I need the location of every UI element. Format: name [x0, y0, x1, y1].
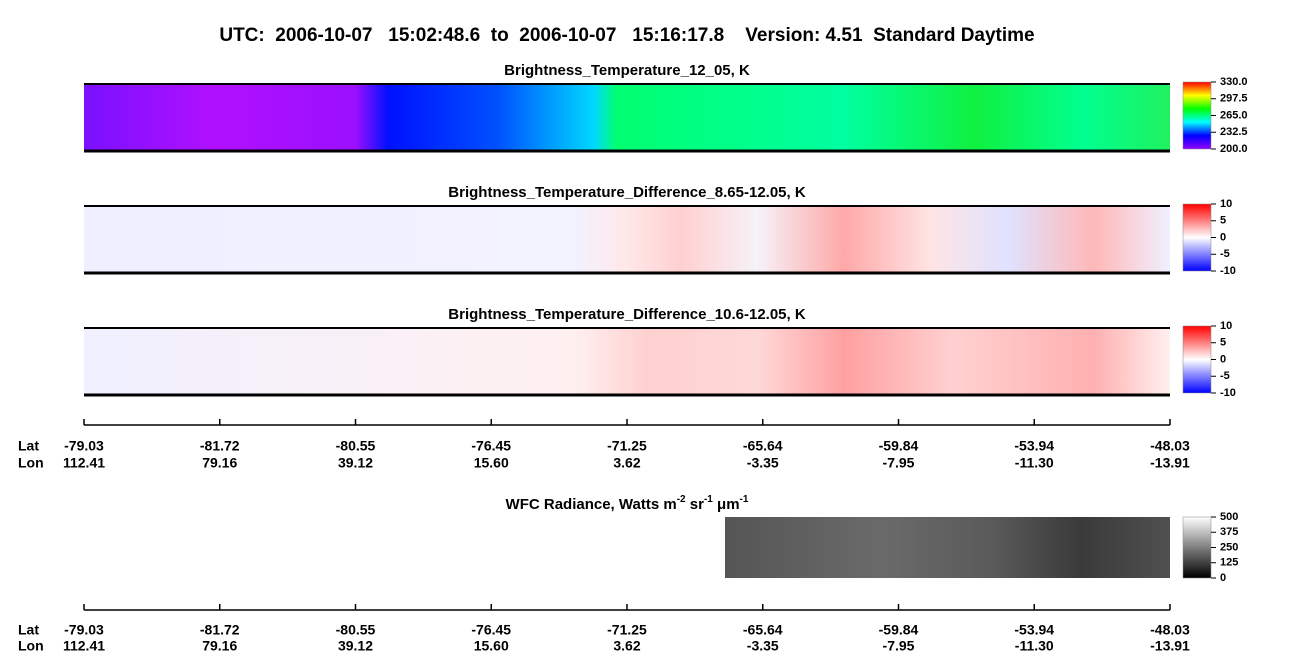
lon-label: 3.62 [613, 455, 640, 471]
colorbar-label: 0 [1220, 353, 1226, 365]
lat-label: -71.25 [607, 622, 647, 638]
axis-label: Lat [18, 438, 39, 454]
colorbar-label: -5 [1220, 248, 1230, 260]
lon-label: -11.30 [1015, 455, 1054, 471]
lat-label: -59.84 [879, 622, 919, 638]
colorbar [1182, 325, 1212, 394]
lat-label: -79.03 [64, 438, 104, 454]
lon-label: 39.12 [338, 638, 373, 654]
colorbar-label: 0 [1220, 231, 1226, 243]
lat-label: -53.94 [1014, 438, 1054, 454]
lat-label: -76.45 [471, 438, 511, 454]
lat-label: -59.84 [879, 438, 919, 454]
axis-label: Lon [18, 455, 44, 471]
colorbar-label: 232.5 [1220, 126, 1248, 138]
lon-label: -7.95 [883, 455, 915, 471]
lat-label: -65.64 [743, 438, 783, 454]
axis-label: Lon [18, 638, 44, 654]
superscript: -1 [740, 494, 749, 505]
colorbar [1182, 203, 1212, 272]
lat-label: -80.55 [336, 438, 376, 454]
lon-label: 112.41 [63, 455, 105, 471]
image-panel [725, 517, 1170, 578]
colorbar-label: 265.0 [1220, 109, 1248, 121]
lat-label: -80.55 [336, 622, 376, 638]
colorbar-label: 250 [1220, 541, 1238, 553]
panel-title: Brightness_Temperature_Difference_10.6-1… [448, 306, 806, 323]
lon-label: -7.95 [883, 638, 915, 654]
colorbar-label: 10 [1220, 320, 1232, 332]
lat-label: -81.72 [200, 438, 240, 454]
lat-label: -79.03 [64, 622, 104, 638]
lat-label: -76.45 [471, 622, 511, 638]
colorbar-label: -5 [1220, 370, 1230, 382]
colorbar-label: 500 [1220, 511, 1238, 523]
panel-title: WFC Radiance, Watts m-2 sr-1 μm-1 [506, 494, 749, 513]
colorbar-label: 200.0 [1220, 143, 1248, 155]
image-panel [84, 328, 1170, 395]
superscript: -1 [704, 494, 713, 505]
image-panel [84, 206, 1170, 273]
lon-label: -11.30 [1015, 638, 1054, 654]
panel-title: Brightness_Temperature_Difference_8.65-1… [448, 184, 806, 201]
page-title: UTC: 2006-10-07 15:02:48.6 to 2006-10-07… [219, 25, 1034, 46]
axis-label: Lat [18, 622, 39, 638]
colorbar-label: 330.0 [1220, 76, 1248, 88]
lat-label: -71.25 [607, 438, 647, 454]
lat-label: -81.72 [200, 622, 240, 638]
colorbar-label: 10 [1220, 198, 1232, 210]
colorbar-label: 5 [1220, 215, 1226, 227]
colorbar [1182, 81, 1212, 150]
lon-label: -3.35 [747, 638, 779, 654]
lon-label: -13.91 [1150, 455, 1190, 471]
lon-label: 79.16 [202, 638, 237, 654]
lat-label: -65.64 [743, 622, 783, 638]
lon-label: 79.16 [202, 455, 237, 471]
panel-title: Brightness_Temperature_12_05, K [504, 62, 750, 79]
colorbar-label: 5 [1220, 337, 1226, 349]
lat-label: -53.94 [1014, 622, 1054, 638]
lon-label: -13.91 [1150, 638, 1190, 654]
colorbar-label: -10 [1220, 265, 1236, 277]
colorbar-label: -10 [1220, 387, 1236, 399]
lon-label: 3.62 [613, 638, 640, 654]
lat-label: -48.03 [1150, 438, 1190, 454]
title-part: WFC Radiance, Watts m [506, 496, 677, 513]
image-panel [84, 84, 1170, 151]
lon-label: 15.60 [474, 455, 509, 471]
superscript: -2 [677, 494, 686, 505]
lon-label: 39.12 [338, 455, 373, 471]
title-part: sr [686, 496, 705, 513]
lon-label: 112.41 [63, 638, 105, 654]
colorbar-label: 125 [1220, 557, 1238, 569]
title-part: μm [713, 496, 740, 513]
lat-label: -48.03 [1150, 622, 1190, 638]
lon-label: -3.35 [747, 455, 779, 471]
colorbar-label: 375 [1220, 526, 1238, 538]
colorbar-label: 0 [1220, 572, 1226, 584]
lon-label: 15.60 [474, 638, 509, 654]
colorbar-label: 297.5 [1220, 93, 1248, 105]
colorbar [1182, 516, 1212, 579]
